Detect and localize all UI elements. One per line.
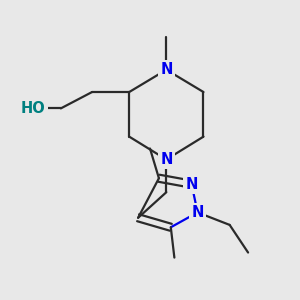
Text: HO: HO [21,101,46,116]
Text: N: N [191,205,204,220]
Text: N: N [160,152,172,167]
Text: N: N [185,177,198,192]
Text: N: N [160,62,172,77]
